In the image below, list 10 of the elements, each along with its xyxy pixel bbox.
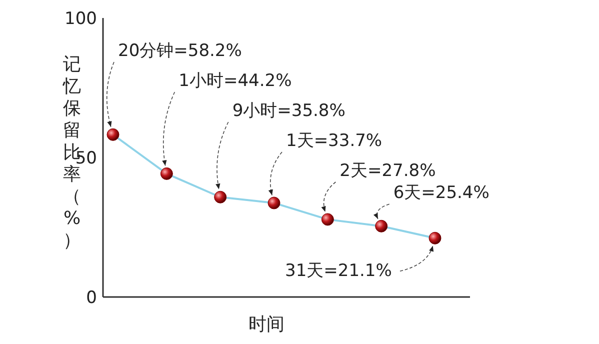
data-label: 9小时=35.8% [232, 101, 346, 121]
data-label: 1小时=44.2% [178, 71, 292, 91]
data-label: 1天=33.7% [286, 131, 382, 151]
x-axis-title: 时间 [248, 314, 284, 335]
data-label: 6天=25.4% [393, 183, 490, 204]
data-label: 31天=21.1% [285, 261, 392, 282]
data-label: 20分钟=58.2% [118, 41, 242, 61]
data-label: 2天=27.8% [340, 161, 436, 181]
y-tick-label: 0 [86, 288, 97, 308]
y-tick-label: 100 [64, 8, 97, 29]
